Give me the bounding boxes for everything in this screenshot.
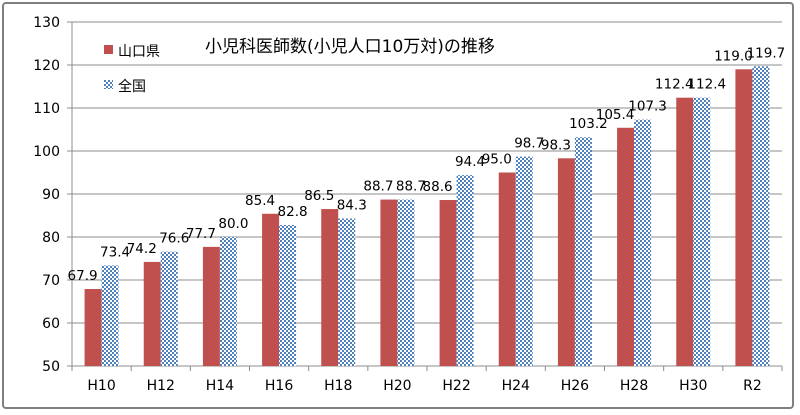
bar-yamaguchi: [262, 213, 280, 366]
bar-national: [279, 224, 297, 366]
x-tick-label: R2: [743, 378, 762, 394]
data-label-national: 103.2: [569, 116, 608, 132]
x-tick-label: H18: [324, 378, 352, 394]
data-labels: 67.973.474.276.677.780.0 85.482.886.584.3…: [68, 45, 786, 284]
data-label-national: 80.0: [218, 216, 248, 232]
bar-national: [515, 156, 533, 366]
data-label-yamaguchi: 67.9: [68, 268, 98, 284]
y-tick-label: 70: [42, 273, 60, 289]
data-label-national: 73.4: [100, 244, 130, 260]
y-tick-label: 60: [42, 316, 60, 332]
bar-yamaguchi: [202, 246, 220, 366]
data-label-national: 84.3: [337, 198, 367, 214]
data-label-national: 112.4: [687, 77, 726, 93]
data-label-yamaguchi: 112.4: [655, 77, 694, 93]
bar-national: [338, 218, 356, 366]
y-tick-label: 90: [42, 187, 60, 203]
x-tick-label: H10: [87, 378, 115, 394]
data-label-national: 88.7: [396, 179, 426, 195]
bar-national: [101, 265, 119, 366]
y-tick-label: 50: [42, 359, 60, 375]
bar-yamaguchi: [557, 158, 575, 366]
data-label-national: 82.8: [278, 204, 308, 220]
data-label-yamaguchi: 88.7: [363, 179, 393, 195]
bar-national: [456, 175, 474, 366]
x-tick-label: H20: [383, 378, 411, 394]
bar-yamaguchi: [143, 261, 161, 366]
data-label-yamaguchi: 74.2: [127, 241, 157, 257]
axes: 50 60 70 80 90 100 110 120 130 H10 H12 H14 H16 H18 H20…: [33, 15, 783, 394]
legend-label: 全国: [118, 78, 146, 95]
x-tick-label: H22: [442, 378, 470, 394]
bar-national: [397, 199, 415, 366]
data-label-national: 98.7: [514, 136, 544, 152]
data-label-yamaguchi: 98.3: [541, 137, 571, 153]
bar-national: [574, 137, 592, 366]
bar-yamaguchi: [380, 199, 398, 366]
data-label-yamaguchi: 85.4: [245, 193, 275, 209]
bar-yamaguchi: [617, 127, 635, 366]
data-label-national: 76.6: [159, 231, 189, 247]
data-label-yamaguchi: 88.6: [423, 179, 453, 195]
y-tick-label: 80: [42, 230, 60, 246]
bar-yamaguchi: [735, 69, 753, 367]
data-label-yamaguchi: 77.7: [186, 226, 216, 242]
bar-yamaguchi: [676, 97, 694, 367]
bar-national: [693, 97, 711, 367]
data-label-yamaguchi: 105.4: [596, 107, 635, 123]
bar-national: [752, 66, 770, 366]
y-tick-label: 130: [33, 15, 60, 31]
x-tick-label: H24: [502, 378, 530, 394]
y-tick-label: 110: [33, 101, 60, 117]
data-label-yamaguchi: 95.0: [482, 152, 512, 168]
bar-yamaguchi: [84, 289, 102, 366]
y-tick-label: 120: [33, 58, 60, 74]
x-tick-label: H28: [620, 378, 648, 394]
data-label-national: 119.7: [747, 45, 786, 61]
legend-label: 山口県: [118, 44, 160, 60]
x-tick-label: H16: [265, 378, 293, 394]
x-tick-label: H12: [147, 378, 175, 394]
bars: [84, 66, 770, 367]
bar-national: [160, 251, 178, 366]
x-tick-label: H30: [679, 378, 707, 394]
bar-yamaguchi: [321, 209, 339, 366]
bar-yamaguchi: [439, 200, 457, 366]
y-tick-label: 100: [33, 144, 60, 160]
x-tick-label: H14: [206, 378, 234, 394]
chart-title: 小児科医師数(小児人口10万対)の推移: [205, 37, 495, 57]
data-label-national: 107.3: [628, 99, 667, 115]
x-tick-label: H26: [561, 378, 589, 394]
bar-national: [219, 237, 237, 366]
data-label-yamaguchi: 119.0: [714, 48, 753, 64]
data-label-yamaguchi: 86.5: [304, 188, 334, 204]
bar-yamaguchi: [498, 172, 516, 366]
data-label-national: 94.4: [455, 154, 485, 170]
bar-national: [634, 119, 652, 366]
legend-swatch: [104, 80, 113, 89]
legend-swatch: [104, 45, 113, 54]
